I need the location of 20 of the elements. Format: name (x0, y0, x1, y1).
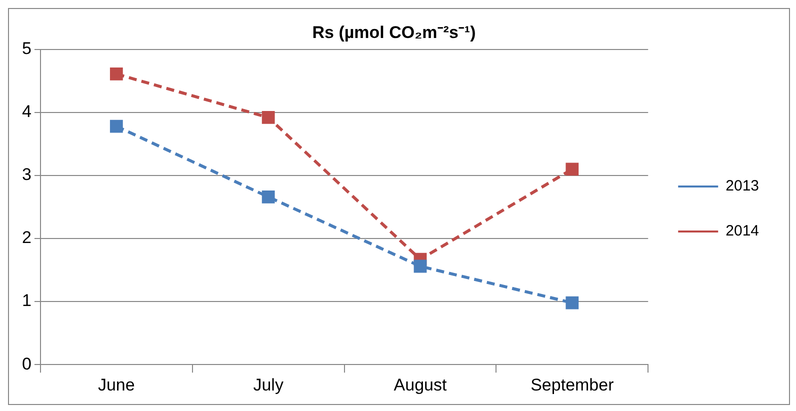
point (262, 190, 275, 204)
chart-title: Rs (µmol CO₂m⁻²s⁻¹) (312, 22, 476, 42)
legend-label: 2013 (726, 178, 760, 195)
y-tick-label: 1 (22, 291, 32, 310)
point (566, 296, 579, 310)
point (110, 120, 123, 133)
y-tick-label: 2 (22, 228, 32, 248)
point (566, 162, 579, 176)
x-tick-label: August (394, 375, 447, 394)
x-tick-label: June (98, 375, 135, 394)
x-tick-label: July (253, 375, 284, 394)
y-tick-label: 3 (22, 165, 32, 184)
y-tick-label: 5 (22, 39, 32, 58)
x-tick-label: September (530, 375, 614, 394)
legend-label: 2014 (726, 222, 760, 240)
y-tick-label: 4 (22, 102, 32, 122)
point (262, 111, 275, 124)
point (110, 68, 123, 80)
point (414, 260, 427, 273)
y-tick-label: 0 (22, 354, 32, 374)
